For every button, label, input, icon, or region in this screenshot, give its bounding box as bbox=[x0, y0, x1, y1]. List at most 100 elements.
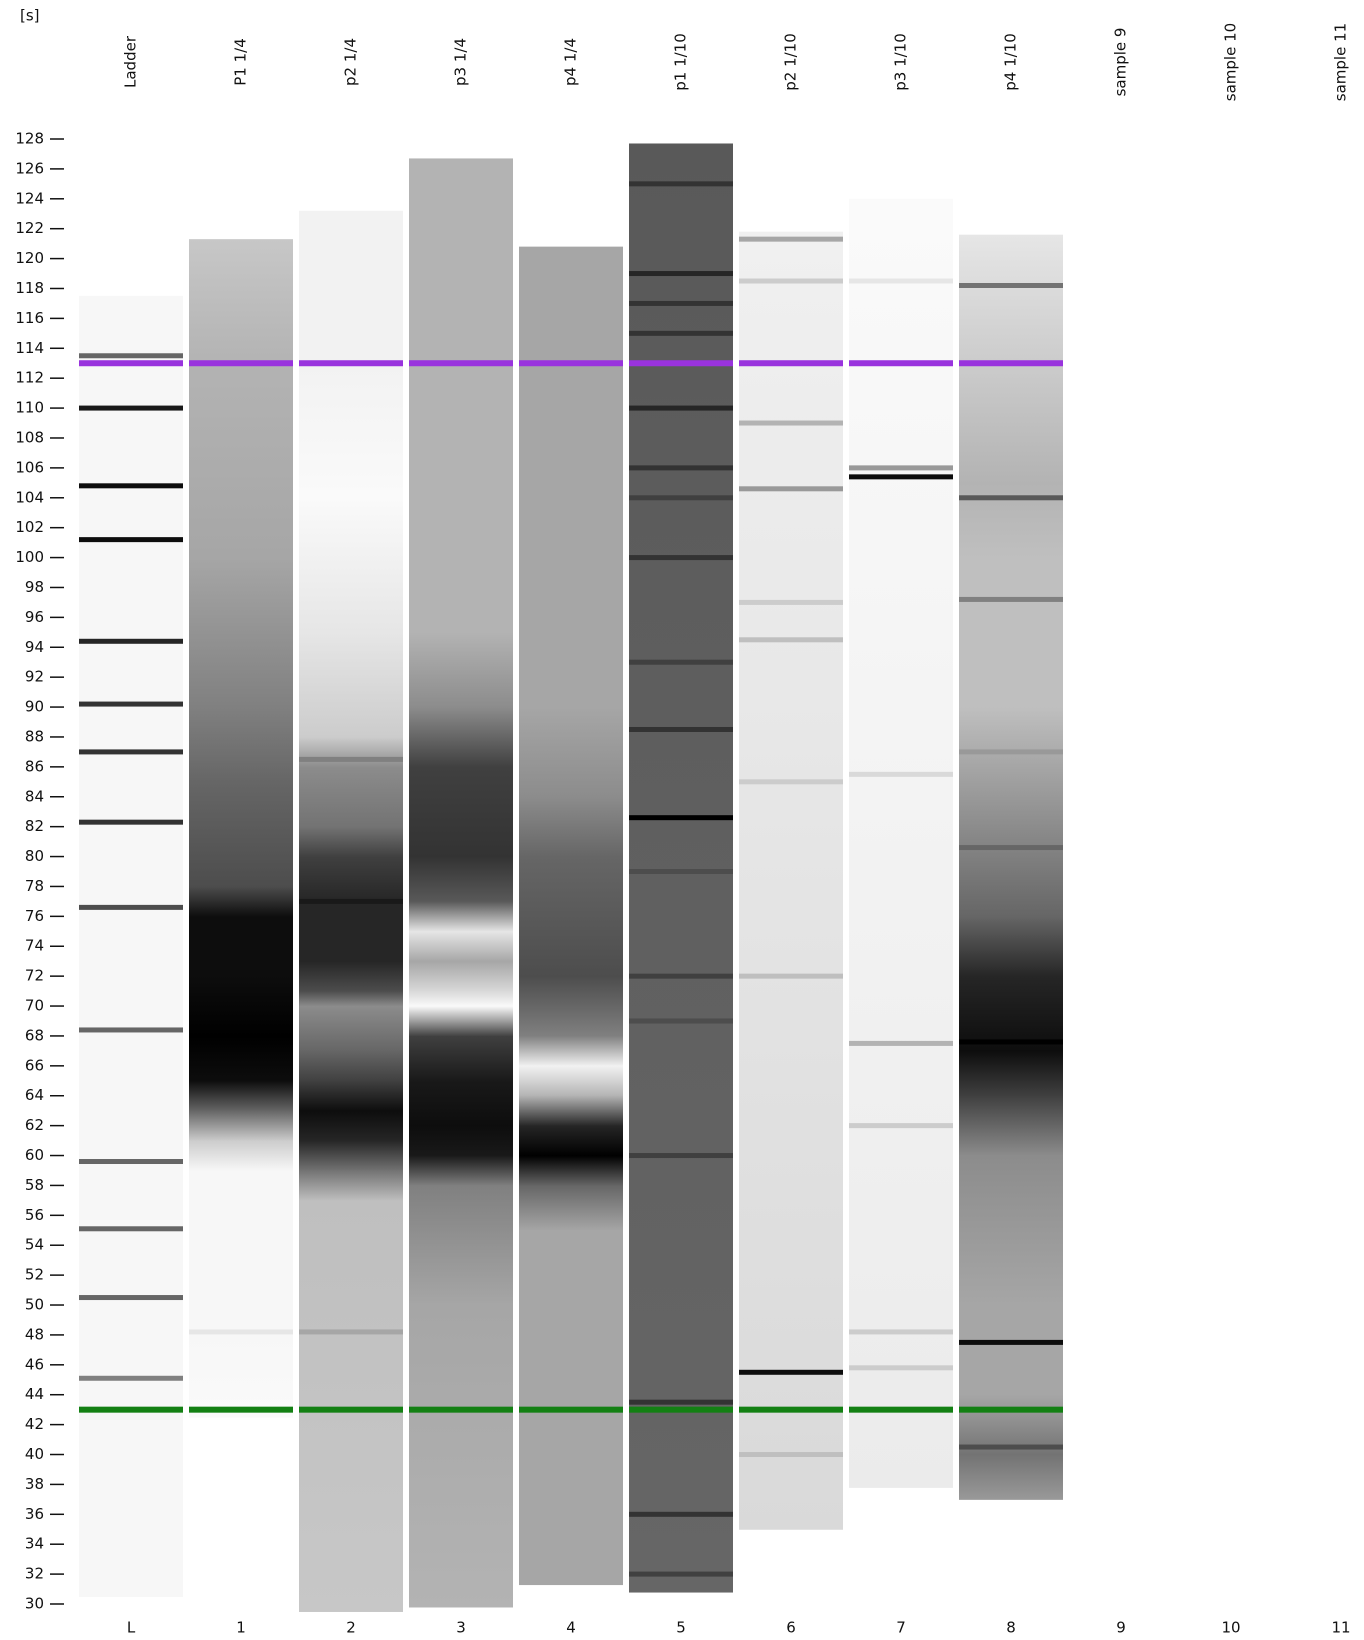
band bbox=[849, 771, 953, 777]
lane-segment bbox=[189, 363, 293, 559]
lane-segment bbox=[299, 1080, 403, 1112]
lane-segment bbox=[409, 1080, 513, 1127]
lane-segment bbox=[299, 1140, 403, 1171]
lane-segment bbox=[409, 991, 513, 1007]
lane-segment bbox=[959, 707, 1063, 828]
upper-marker-line bbox=[409, 360, 513, 367]
lane-segment bbox=[409, 1125, 513, 1157]
lane-segment bbox=[299, 1170, 403, 1201]
band bbox=[79, 537, 183, 543]
band bbox=[629, 405, 733, 411]
lane-segment bbox=[519, 557, 623, 708]
band bbox=[629, 555, 733, 561]
lane-segment bbox=[189, 976, 293, 1037]
lane-segment bbox=[409, 901, 513, 932]
upper-marker-line bbox=[299, 360, 403, 367]
lane-segment bbox=[189, 557, 293, 708]
lane-segment bbox=[519, 1065, 623, 1097]
lane-segment bbox=[299, 856, 403, 902]
y-tick-label: 100 bbox=[15, 548, 44, 566]
lane-number: 10 bbox=[1221, 1619, 1240, 1637]
y-tick-label: 38 bbox=[25, 1475, 44, 1493]
lane-segment bbox=[189, 1080, 293, 1112]
band bbox=[739, 278, 843, 284]
band bbox=[189, 1329, 293, 1335]
band bbox=[629, 1399, 733, 1405]
lane-segment bbox=[959, 234, 1063, 484]
band bbox=[739, 1369, 843, 1375]
y-tick-label: 40 bbox=[25, 1445, 44, 1463]
lane-segment bbox=[959, 916, 1063, 977]
y-tick-label: 118 bbox=[15, 279, 44, 297]
lane-segment bbox=[299, 1050, 403, 1082]
lane-segment bbox=[959, 1155, 1063, 1306]
lane-segment bbox=[959, 976, 1063, 1052]
lane-number: 9 bbox=[1116, 1619, 1126, 1637]
lane-segment bbox=[409, 856, 513, 902]
y-tick-label: 72 bbox=[25, 967, 44, 985]
lane-segment bbox=[409, 1035, 513, 1082]
band bbox=[629, 659, 733, 665]
lane-number: 7 bbox=[896, 1619, 906, 1637]
lane-label: p3 1/4 bbox=[452, 38, 470, 86]
lane-segment bbox=[959, 1050, 1063, 1097]
y-tick-label: 94 bbox=[25, 638, 44, 656]
band bbox=[79, 749, 183, 755]
band bbox=[629, 181, 733, 187]
band bbox=[629, 330, 733, 336]
y-tick-label: 32 bbox=[25, 1565, 44, 1583]
lane-segment bbox=[189, 1170, 293, 1336]
lane-segment bbox=[299, 1006, 403, 1052]
lane-segment bbox=[409, 158, 513, 364]
band bbox=[299, 756, 403, 762]
upper-marker-line bbox=[739, 360, 843, 367]
y-tick-label: 52 bbox=[25, 1266, 44, 1284]
band bbox=[959, 1039, 1063, 1045]
lane-segment bbox=[959, 1305, 1063, 1396]
y-tick-label: 36 bbox=[25, 1505, 44, 1523]
band bbox=[79, 353, 183, 359]
band bbox=[79, 405, 183, 411]
y-tick-label: 64 bbox=[25, 1086, 44, 1104]
band bbox=[629, 815, 733, 821]
lower-marker-line bbox=[849, 1406, 953, 1413]
band bbox=[739, 236, 843, 242]
band bbox=[849, 474, 953, 480]
lane-number: 8 bbox=[1006, 1619, 1016, 1637]
band bbox=[739, 779, 843, 785]
upper-marker-line bbox=[629, 360, 733, 367]
y-tick-label: 60 bbox=[25, 1146, 44, 1164]
lane-segment bbox=[409, 363, 513, 633]
band bbox=[629, 300, 733, 306]
lane-label: p2 1/10 bbox=[782, 33, 800, 91]
band bbox=[959, 596, 1063, 602]
y-tick-label: 96 bbox=[25, 608, 44, 626]
lane-segment bbox=[299, 1110, 403, 1142]
lane-number: 5 bbox=[676, 1619, 686, 1637]
band bbox=[959, 845, 1063, 851]
band bbox=[629, 1153, 733, 1159]
lane-segment bbox=[299, 632, 403, 738]
lower-marker-line bbox=[79, 1406, 183, 1413]
lane-number: 4 bbox=[566, 1619, 576, 1637]
lane-segment bbox=[299, 363, 403, 499]
lower-marker-line bbox=[299, 1406, 403, 1413]
lane-number: 6 bbox=[786, 1619, 796, 1637]
band bbox=[79, 1295, 183, 1301]
y-tick-label: 102 bbox=[15, 518, 44, 536]
lane-segment bbox=[519, 1409, 623, 1586]
y-tick-label: 126 bbox=[15, 159, 44, 177]
band bbox=[849, 1365, 953, 1371]
lane-segment bbox=[739, 231, 843, 1530]
lane-segment bbox=[299, 497, 403, 633]
y-tick-label: 84 bbox=[25, 787, 44, 805]
lane-segment bbox=[519, 1155, 623, 1186]
lane-segment bbox=[519, 363, 623, 559]
y-tick-label: 124 bbox=[15, 189, 44, 207]
band bbox=[959, 283, 1063, 288]
lane-segment bbox=[189, 1334, 293, 1418]
y-tick-label: 86 bbox=[25, 757, 44, 775]
lane-segment bbox=[189, 1140, 293, 1171]
band bbox=[299, 1329, 403, 1335]
upper-marker-line bbox=[849, 360, 953, 367]
